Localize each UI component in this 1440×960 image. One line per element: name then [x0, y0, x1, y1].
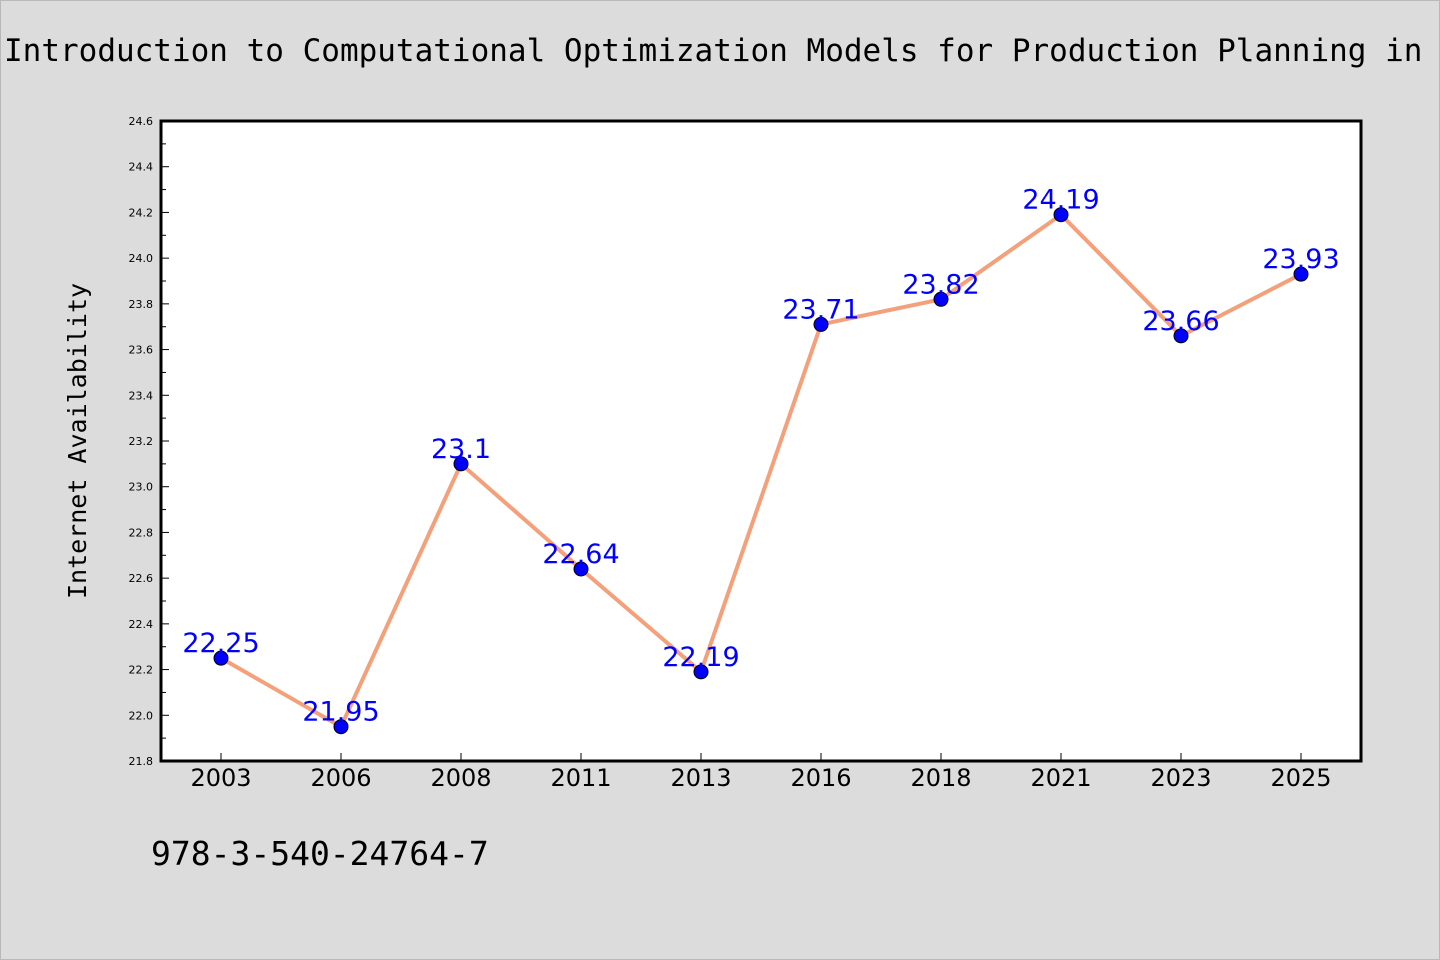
data-point	[1173, 328, 1189, 344]
x-tick-label: 2011	[550, 764, 611, 792]
data-label: 23.93	[1262, 244, 1339, 275]
chart-title: Introduction to Computational Optimizati…	[4, 33, 1439, 69]
data-point	[333, 719, 349, 735]
data-point	[453, 456, 469, 472]
y-tick-label: 22.6	[129, 572, 154, 585]
y-tick-label: 24.0	[129, 252, 154, 265]
data-point	[213, 650, 229, 666]
data-label: 22.25	[182, 628, 259, 659]
x-tick-label: 2003	[190, 764, 251, 792]
data-label: 23.71	[782, 294, 859, 325]
x-tick-label: 2006	[310, 764, 371, 792]
data-point	[1053, 207, 1069, 223]
data-label: 22.64	[542, 539, 619, 570]
data-point	[1293, 266, 1309, 282]
y-tick-label: 24.2	[129, 206, 154, 219]
y-tick-label: 22.4	[129, 618, 154, 631]
y-tick-label: 24.4	[129, 161, 154, 174]
data-label: 23.82	[902, 269, 979, 300]
y-tick-label: 23.6	[129, 344, 154, 357]
series-line	[219, 212, 1303, 729]
x-tick-label: 2013	[670, 764, 731, 792]
data-label: 22.19	[662, 642, 739, 673]
x-tick-label: 2021	[1030, 764, 1091, 792]
y-tick-label: 22.2	[129, 664, 154, 677]
y-tick-label: 23.2	[129, 435, 154, 448]
data-point	[933, 291, 949, 307]
plot-area	[159, 119, 1363, 763]
data-label: 24.19	[1022, 185, 1099, 216]
y-tick-label: 23.4	[129, 389, 154, 402]
y-tick-label: 23.8	[129, 298, 154, 311]
y-tick-label: 24.6	[129, 115, 154, 128]
data-point	[573, 561, 589, 577]
data-label: 23.66	[1142, 306, 1219, 337]
x-tick-label: 2008	[430, 764, 491, 792]
y-tick-label: 23.0	[129, 481, 154, 494]
isbn-label: 978-3-540-24764-7	[151, 834, 489, 873]
data-label: 21.95	[302, 697, 379, 728]
y-axis-label: Internet Availability	[63, 283, 92, 599]
x-tick-label: 2016	[790, 764, 851, 792]
y-tick-label: 22.0	[129, 709, 154, 722]
data-label: 23.1	[431, 434, 491, 465]
x-tick-label: 2025	[1270, 764, 1331, 792]
data-point	[813, 316, 829, 332]
y-tick-label: 21.8	[129, 755, 154, 768]
data-point	[693, 664, 709, 680]
x-tick-label: 2023	[1150, 764, 1211, 792]
y-tick-label: 22.8	[129, 526, 154, 539]
x-tick-label: 2018	[910, 764, 971, 792]
